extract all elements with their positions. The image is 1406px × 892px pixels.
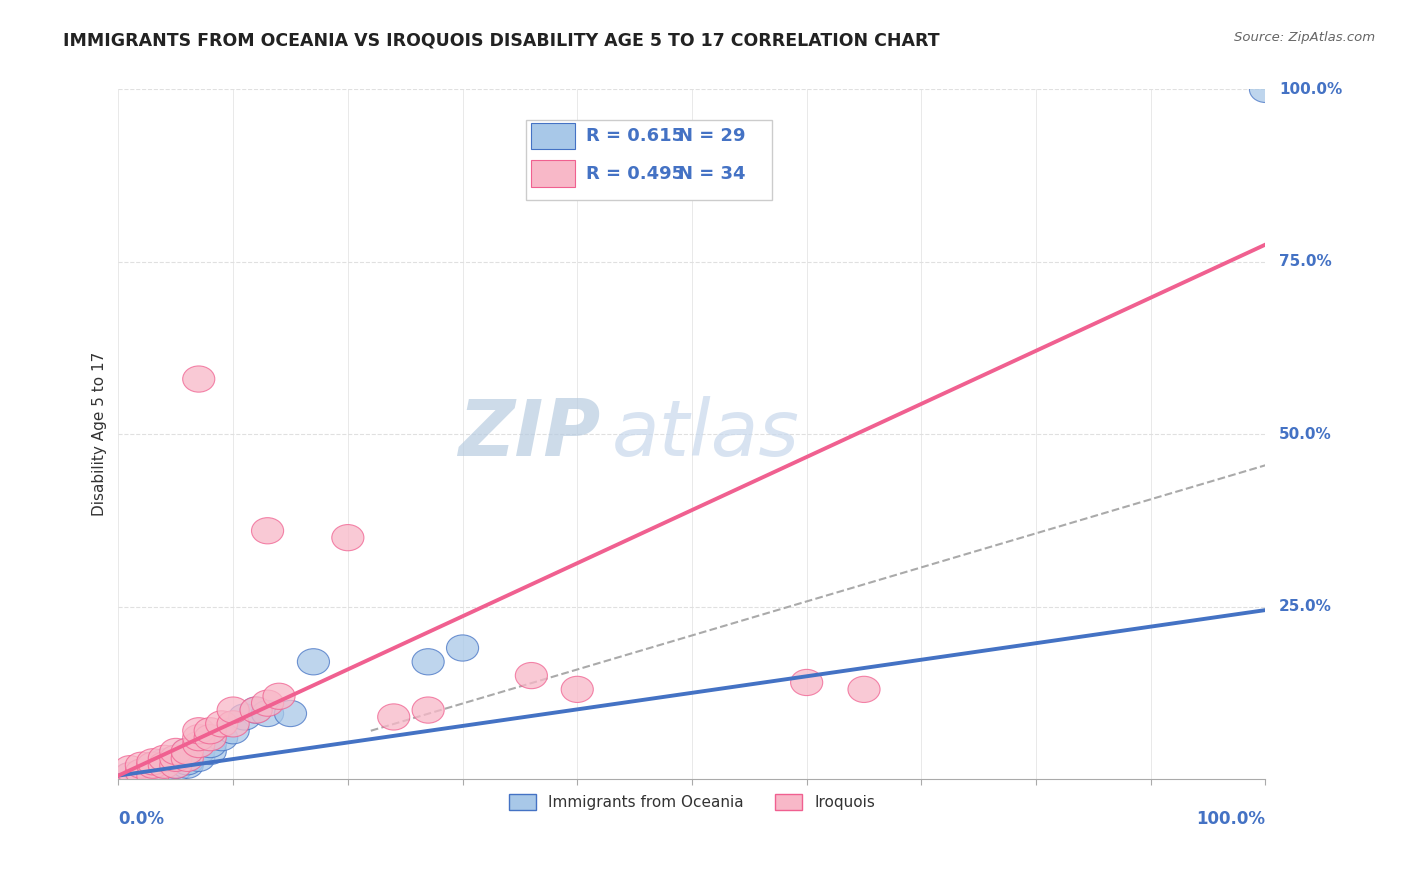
Ellipse shape xyxy=(516,663,547,689)
Text: R = 0.495: R = 0.495 xyxy=(586,164,685,183)
Ellipse shape xyxy=(148,748,180,775)
Y-axis label: Disability Age 5 to 17: Disability Age 5 to 17 xyxy=(93,352,107,516)
Ellipse shape xyxy=(125,759,157,785)
Ellipse shape xyxy=(1250,77,1281,103)
Text: 100.0%: 100.0% xyxy=(1279,82,1343,97)
Ellipse shape xyxy=(252,690,284,716)
Ellipse shape xyxy=(125,752,157,779)
Ellipse shape xyxy=(160,752,191,779)
Ellipse shape xyxy=(298,648,329,675)
Ellipse shape xyxy=(172,739,204,764)
Text: 25.0%: 25.0% xyxy=(1279,599,1331,614)
Text: N = 29: N = 29 xyxy=(678,128,745,145)
Ellipse shape xyxy=(183,724,215,751)
Ellipse shape xyxy=(160,745,191,772)
Ellipse shape xyxy=(848,676,880,703)
Ellipse shape xyxy=(183,739,215,764)
Text: 0.0%: 0.0% xyxy=(118,810,165,828)
Text: ZIP: ZIP xyxy=(458,396,600,472)
Ellipse shape xyxy=(172,745,204,772)
Ellipse shape xyxy=(172,748,204,775)
Ellipse shape xyxy=(172,752,204,779)
Text: N = 34: N = 34 xyxy=(678,164,745,183)
Ellipse shape xyxy=(114,763,146,789)
Ellipse shape xyxy=(412,697,444,723)
Text: 50.0%: 50.0% xyxy=(1279,426,1331,442)
Ellipse shape xyxy=(194,718,226,744)
Ellipse shape xyxy=(217,711,249,737)
Ellipse shape xyxy=(194,731,226,757)
Ellipse shape xyxy=(240,697,273,723)
Ellipse shape xyxy=(160,756,191,781)
Ellipse shape xyxy=(412,648,444,675)
Text: 75.0%: 75.0% xyxy=(1279,254,1331,269)
FancyBboxPatch shape xyxy=(531,161,575,186)
FancyBboxPatch shape xyxy=(526,120,772,200)
Text: R = 0.615: R = 0.615 xyxy=(586,128,685,145)
FancyBboxPatch shape xyxy=(531,123,575,149)
Ellipse shape xyxy=(114,756,146,781)
Ellipse shape xyxy=(136,763,169,789)
Text: Source: ZipAtlas.com: Source: ZipAtlas.com xyxy=(1234,31,1375,45)
Ellipse shape xyxy=(263,683,295,709)
Ellipse shape xyxy=(160,739,191,764)
Text: IMMIGRANTS FROM OCEANIA VS IROQUOIS DISABILITY AGE 5 TO 17 CORRELATION CHART: IMMIGRANTS FROM OCEANIA VS IROQUOIS DISA… xyxy=(63,31,939,49)
Ellipse shape xyxy=(114,763,146,789)
Ellipse shape xyxy=(229,704,260,730)
Ellipse shape xyxy=(183,745,215,772)
Ellipse shape xyxy=(160,752,191,779)
Ellipse shape xyxy=(205,724,238,751)
Ellipse shape xyxy=(136,756,169,781)
Ellipse shape xyxy=(148,752,180,779)
Text: atlas: atlas xyxy=(612,396,800,472)
Ellipse shape xyxy=(332,524,364,550)
Ellipse shape xyxy=(148,745,180,772)
Legend: Immigrants from Oceania, Iroquois: Immigrants from Oceania, Iroquois xyxy=(502,788,882,816)
Text: 100.0%: 100.0% xyxy=(1197,810,1265,828)
Ellipse shape xyxy=(148,759,180,785)
Ellipse shape xyxy=(136,748,169,775)
Ellipse shape xyxy=(205,711,238,737)
Ellipse shape xyxy=(252,700,284,727)
Ellipse shape xyxy=(160,745,191,772)
Ellipse shape xyxy=(136,752,169,779)
Ellipse shape xyxy=(183,718,215,744)
Ellipse shape xyxy=(183,731,215,757)
Ellipse shape xyxy=(125,763,157,789)
Ellipse shape xyxy=(447,635,478,661)
Ellipse shape xyxy=(378,704,409,730)
Ellipse shape xyxy=(148,752,180,779)
Ellipse shape xyxy=(194,739,226,764)
Ellipse shape xyxy=(217,718,249,744)
Ellipse shape xyxy=(561,676,593,703)
Ellipse shape xyxy=(136,752,169,779)
Ellipse shape xyxy=(790,669,823,696)
Ellipse shape xyxy=(136,759,169,785)
Ellipse shape xyxy=(194,724,226,751)
Ellipse shape xyxy=(274,700,307,727)
Ellipse shape xyxy=(217,697,249,723)
Ellipse shape xyxy=(172,739,204,764)
Ellipse shape xyxy=(125,759,157,785)
Ellipse shape xyxy=(183,366,215,392)
Ellipse shape xyxy=(240,697,273,723)
Ellipse shape xyxy=(252,517,284,544)
